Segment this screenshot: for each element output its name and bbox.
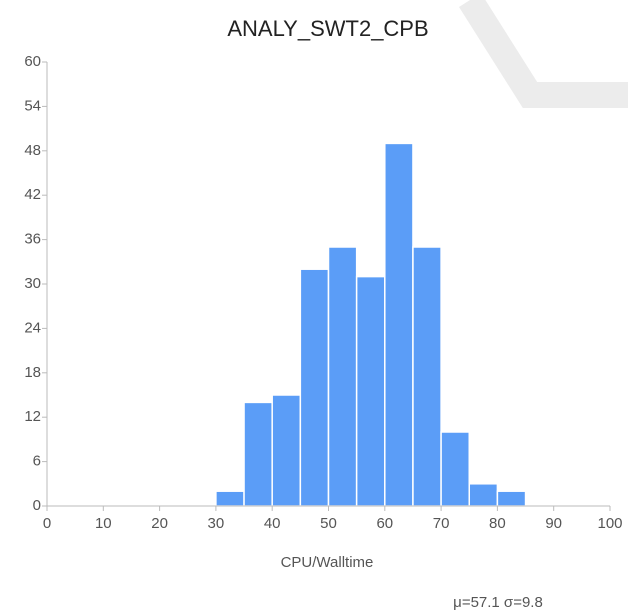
y-tick-label: 18 [24, 364, 41, 381]
y-tick-label: 60 [24, 53, 41, 70]
x-tick-label: 60 [376, 515, 393, 532]
x-tick-label: 100 [597, 515, 622, 532]
x-tick-label: 70 [433, 515, 450, 532]
x-tick-label: 20 [151, 515, 168, 532]
x-tick-label: 50 [320, 515, 337, 532]
x-tick-label: 30 [208, 515, 225, 532]
x-tick-label: 90 [545, 515, 562, 532]
bar [355, 275, 386, 507]
bar [496, 490, 527, 507]
bar [271, 394, 302, 507]
x-axis-label: CPU/Walltime [281, 554, 374, 571]
x-tick-label: 10 [95, 515, 112, 532]
chart-title: ANALY_SWT2_CPB [227, 16, 428, 41]
bar [412, 246, 442, 507]
bar [299, 268, 330, 507]
y-tick-label: 24 [24, 319, 41, 336]
bar [468, 483, 499, 507]
y-tick-label: 6 [33, 453, 41, 470]
bar [215, 490, 245, 507]
x-tick-label: 0 [43, 515, 51, 532]
y-tick-label: 12 [24, 408, 41, 425]
bar [243, 401, 273, 507]
y-tick-label: 36 [24, 231, 41, 248]
x-tick-label: 40 [264, 515, 281, 532]
watermark [459, 0, 628, 108]
y-tick-label: 54 [24, 97, 41, 114]
bar [384, 142, 414, 507]
y-tick-label: 42 [24, 186, 41, 203]
bar [440, 431, 471, 507]
x-tick-label: 80 [489, 515, 506, 532]
annotation: μ=57.1 σ=9.8 [453, 594, 543, 611]
y-tick-label: 30 [24, 275, 41, 292]
bar [327, 246, 358, 507]
y-tick-label: 0 [33, 497, 41, 514]
y-tick-label: 48 [24, 142, 41, 159]
